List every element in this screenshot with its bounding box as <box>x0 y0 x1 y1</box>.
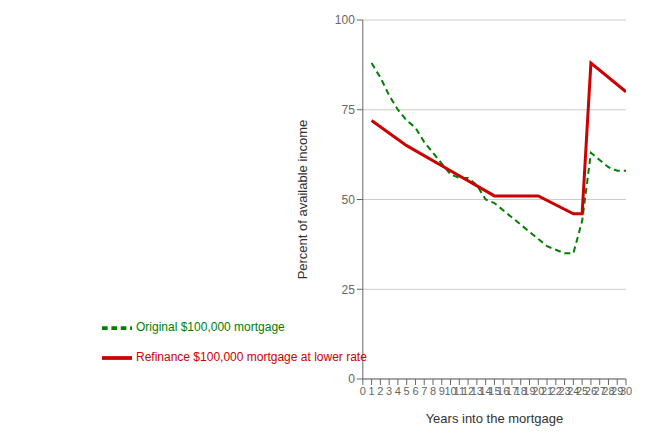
svg-text:2: 2 <box>377 385 383 397</box>
svg-text:0: 0 <box>360 385 366 397</box>
svg-text:25: 25 <box>341 283 355 297</box>
svg-text:7: 7 <box>421 385 427 397</box>
svg-text:3: 3 <box>386 385 392 397</box>
svg-text:50: 50 <box>341 193 355 207</box>
svg-text:4: 4 <box>395 385 401 397</box>
svg-text:Years into the mortgage: Years into the mortgage <box>426 411 564 426</box>
svg-text:8: 8 <box>430 385 436 397</box>
svg-text:5: 5 <box>404 385 410 397</box>
svg-text:0: 0 <box>348 372 355 386</box>
svg-text:Percent of available income: Percent of available income <box>295 120 310 280</box>
svg-text:75: 75 <box>341 103 355 117</box>
svg-text:100: 100 <box>335 13 355 27</box>
svg-text:6: 6 <box>412 385 418 397</box>
svg-text:30: 30 <box>620 385 632 397</box>
svg-text:1: 1 <box>369 385 375 397</box>
